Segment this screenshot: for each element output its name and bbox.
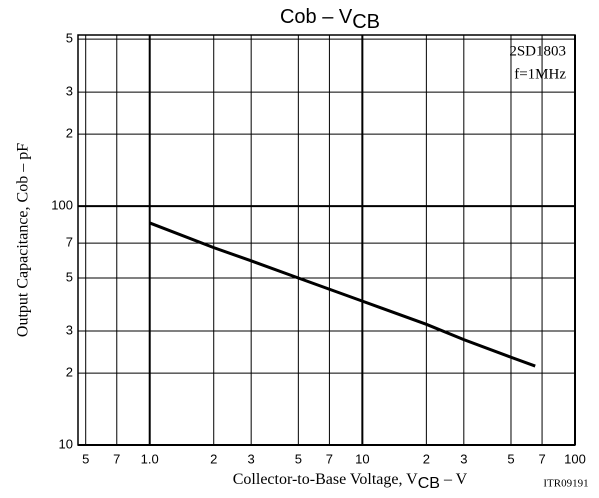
figure-id: ITR09191 — [543, 478, 588, 490]
y-tick-label: 100 — [51, 198, 73, 213]
x-tick-label: 5 — [295, 451, 302, 466]
chart-title: Cob – VCB — [280, 6, 380, 33]
x-label-text: Collector-to-Base Voltage, V — [233, 471, 418, 488]
x-tick-label: 3 — [248, 451, 255, 466]
y-axis-label: Output Capacitance, Cob – pF — [15, 143, 32, 337]
x-axis-label: Collector-to-Base Voltage, VCB – V — [233, 471, 468, 493]
data-line — [149, 221, 536, 368]
x-tick-label: 7 — [326, 451, 333, 466]
y-tick-label: 3 — [66, 84, 73, 99]
y-tick-label: 10 — [59, 436, 73, 451]
y-tick-label: 2 — [66, 126, 73, 141]
x-label-sub: CB — [418, 475, 440, 492]
plot-frame — [77, 34, 576, 446]
x-tick-label: 2 — [423, 451, 430, 466]
x-tick-label: 1.0 — [141, 451, 159, 466]
y-tick-label: 5 — [66, 31, 73, 46]
x-tick-label: 100 — [564, 451, 586, 466]
annotation: 2SD1803 — [509, 43, 566, 59]
x-tick-label: 7 — [113, 451, 120, 466]
y-tick-label: 2 — [66, 365, 73, 380]
y-tick-label: 5 — [66, 269, 73, 284]
x-tick-label: 5 — [82, 451, 89, 466]
x-tick-label: 10 — [355, 451, 369, 466]
annotation: f=1MHz — [514, 66, 566, 82]
title-text: Cob – V — [280, 6, 353, 28]
title-sub: CB — [352, 11, 380, 33]
y-tick-label: 3 — [66, 322, 73, 337]
x-tick-label: 2 — [210, 451, 217, 466]
x-label-after: – V — [440, 471, 468, 488]
y-tick-label: 7 — [66, 235, 73, 250]
x-tick-label: 3 — [460, 451, 467, 466]
x-tick-label: 5 — [507, 451, 514, 466]
x-tick-label: 7 — [538, 451, 545, 466]
